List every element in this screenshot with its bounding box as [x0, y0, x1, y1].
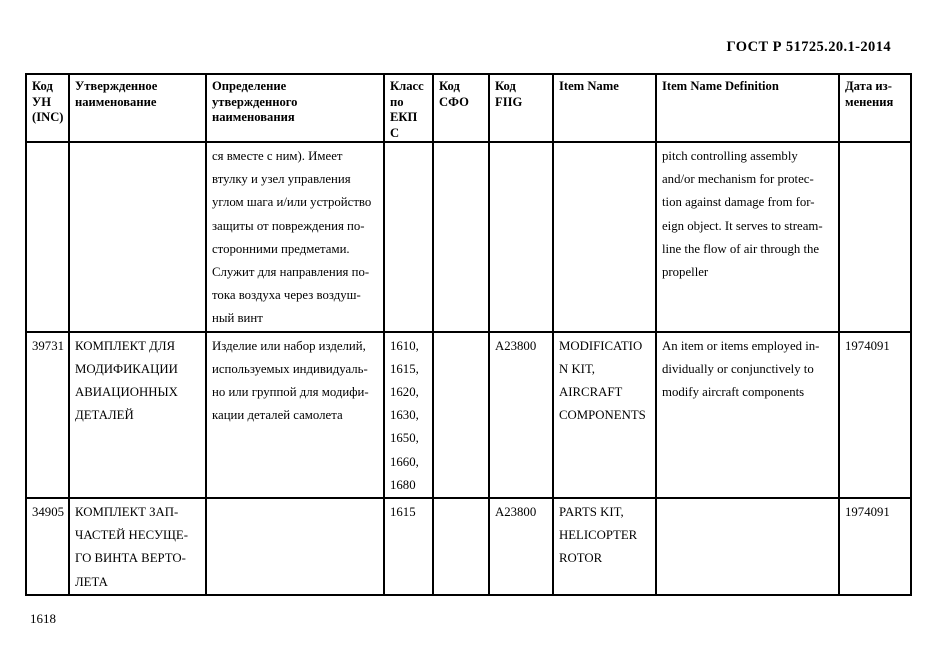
table-cell: [432, 141, 490, 333]
table-row: 34905 КОМПЛЕКТ ЗАП- ЧАСТЕЙ НЕСУЩЕ- ГО ВИ…: [25, 497, 912, 596]
header-cell-ekps-class: Класс по ЕКП С: [383, 73, 434, 143]
table-cell: 39731: [25, 330, 70, 500]
table-cell: 1974091: [838, 497, 912, 596]
table-cell: [68, 141, 207, 333]
table-row: ся вместе с ним). Имеет втулку и узел уп…: [25, 141, 912, 333]
table-cell: PARTS KIT, HELICOPTER ROTOR: [552, 497, 657, 596]
table-cell: 34905: [25, 497, 70, 596]
table-cell: 1974091: [838, 330, 912, 500]
table-cell: A23800: [488, 497, 554, 596]
table-cell: [655, 497, 840, 596]
header-cell-change-date: Дата из- менения: [838, 73, 912, 143]
table-cell: 1615: [383, 497, 434, 596]
table-header-row: Код УН (INC) Утвержденное наименование О…: [25, 73, 912, 143]
header-cell-inc-code: Код УН (INC): [25, 73, 70, 143]
table-cell: An item or items employed in- dividually…: [655, 330, 840, 500]
table-cell: [488, 141, 554, 333]
table-cell: A23800: [488, 330, 554, 500]
header-cell-fiig-code: Код FIIG: [488, 73, 554, 143]
header-cell-approved-name: Утвержденное наименование: [68, 73, 207, 143]
table-cell: [432, 497, 490, 596]
table-cell: Изделие или набор изделий, используемых …: [205, 330, 385, 500]
table-cell: ся вместе с ним). Имеет втулку и узел уп…: [205, 141, 385, 333]
table-cell: 1610, 1615, 1620, 1630, 1650, 1660, 1680: [383, 330, 434, 500]
document-title: ГОСТ Р 51725.20.1-2014: [726, 39, 891, 55]
header-cell-item-name-definition: Item Name Definition: [655, 73, 840, 143]
header-cell-approved-name-definition: Определение утвержденного наименования: [205, 73, 385, 143]
table-cell: [432, 330, 490, 500]
header-cell-sfo-code: Код СФО: [432, 73, 490, 143]
table-cell: pitch controlling assembly and/or mechan…: [655, 141, 840, 333]
table-cell: [25, 141, 70, 333]
table-cell: [552, 141, 657, 333]
table-cell: [205, 497, 385, 596]
catalog-table: Код УН (INC) Утвержденное наименование О…: [25, 73, 912, 596]
table-row: 39731 КОМПЛЕКТ ДЛЯ МОДИФИКАЦИИ АВИАЦИОНН…: [25, 330, 912, 500]
page-number: 1618: [30, 610, 56, 626]
table-cell: КОМПЛЕКТ ДЛЯ МОДИФИКАЦИИ АВИАЦИОННЫХ ДЕТ…: [68, 330, 207, 500]
table-cell: [383, 141, 434, 333]
table-cell: [838, 141, 912, 333]
header-cell-item-name: Item Name: [552, 73, 657, 143]
table-cell: КОМПЛЕКТ ЗАП- ЧАСТЕЙ НЕСУЩЕ- ГО ВИНТА ВЕ…: [68, 497, 207, 596]
table-cell: MODIFICATIO N KIT, AIRCRAFT COMPONENTS: [552, 330, 657, 500]
